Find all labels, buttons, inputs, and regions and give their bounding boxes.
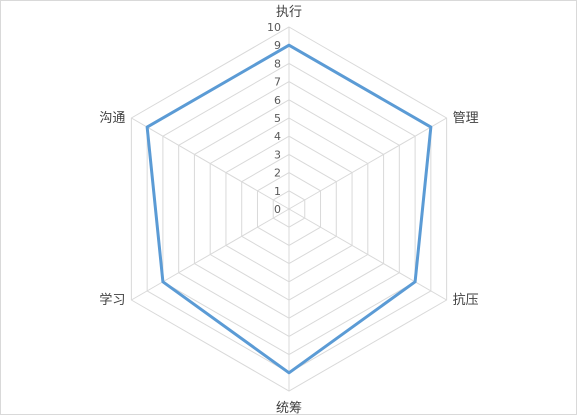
tick-label: 7 xyxy=(274,76,281,89)
category-label: 抗压 xyxy=(453,293,479,308)
tick-label: 3 xyxy=(274,148,281,161)
series-layer xyxy=(145,43,433,375)
series-line xyxy=(145,43,433,375)
axis-spoke xyxy=(131,117,290,210)
tick-label: 5 xyxy=(274,112,281,125)
tick-label: 9 xyxy=(274,39,281,52)
tick-label: 8 xyxy=(274,57,281,70)
category-label: 执行 xyxy=(276,5,302,20)
tick-label: 4 xyxy=(274,130,281,143)
category-label: 学习 xyxy=(99,292,125,308)
category-label: 管理 xyxy=(453,111,479,126)
category-label: 沟通 xyxy=(99,111,125,126)
category-label: 统筹 xyxy=(276,400,302,414)
axis-spoke xyxy=(288,208,447,301)
tick-label: 2 xyxy=(274,167,281,180)
tick-label: 1 xyxy=(274,185,281,198)
tick-label-layer: 0 1 2 3 4 5 6 7 8 9 10 xyxy=(267,21,281,216)
axis-spoke xyxy=(131,208,290,301)
tick-label: 10 xyxy=(267,21,281,34)
tick-label: 0 xyxy=(274,203,281,216)
tick-label: 6 xyxy=(274,94,281,107)
grid-layer xyxy=(130,26,448,392)
axis-spoke xyxy=(288,117,447,210)
